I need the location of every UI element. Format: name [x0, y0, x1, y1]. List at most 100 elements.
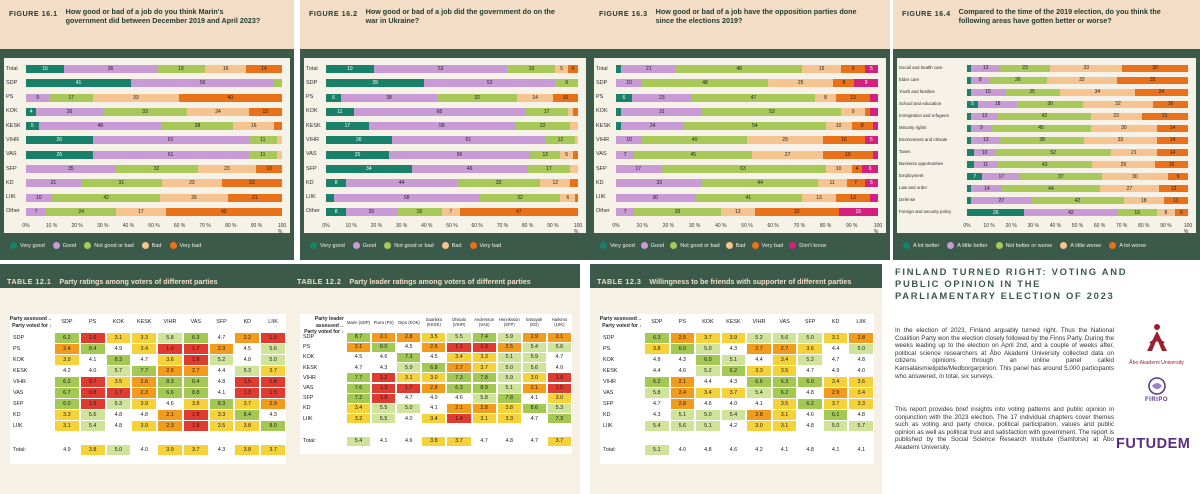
table-cell: 4.8 — [132, 409, 157, 420]
legend-item: Don't know — [789, 242, 826, 249]
bar-segment: 18 — [1117, 209, 1158, 217]
table-cell: 2.8 — [472, 403, 496, 414]
table-cell: 4.1 — [747, 398, 771, 409]
bar-segment: 25 — [326, 150, 389, 159]
legend-item: Not better or worse — [995, 242, 1053, 249]
legend-label: Good — [62, 242, 77, 249]
table-cell: 3.7 — [472, 363, 496, 373]
report-paragraph-2: This report provides brief insights into… — [895, 406, 1114, 451]
x-tick-label: 30 % — [1027, 223, 1039, 229]
table-cell: 4.4 — [747, 354, 771, 365]
bar-segment: 6 — [862, 165, 878, 174]
table-cell: 3.3 — [747, 365, 771, 376]
table-cell: 3.9 — [55, 354, 79, 365]
row-label: LIIK — [13, 422, 23, 429]
corner-line: Party voted for ↓ — [12, 322, 52, 329]
bar-segment: 39 — [326, 79, 425, 88]
bar-segment: 5 — [555, 65, 568, 74]
bar-segment: 8 — [833, 79, 855, 88]
table-cell: 5.0 — [497, 363, 521, 373]
bar-segment — [616, 65, 622, 74]
bar-segment: 40 — [642, 136, 747, 145]
table-header: TABLE 12.2 Party leader ratings among vot… — [290, 264, 580, 288]
bar-row: Minority rights 9 45 30 14 — [897, 122, 1196, 134]
report-title: FINLAND TURNED RIGHT: VOTING AND PUBLIC … — [895, 266, 1128, 301]
bar-segment: 12 — [545, 136, 576, 145]
bar-segment: 16 — [205, 65, 247, 74]
bar-row: VIHR 26 61 11 — [4, 133, 290, 147]
bar-row: Social and health care 13 23 33 30 — [897, 62, 1196, 74]
table-cell: 5.3 — [547, 403, 571, 414]
bar-row: SDP 39 52 9 — [304, 76, 586, 90]
legend-swatch — [995, 242, 1003, 249]
x-tick-label: 80 % — [1138, 223, 1150, 229]
table-cell: 3.1 — [823, 332, 848, 343]
legend-label: Not better or worse — [1005, 242, 1053, 249]
bar-segment: 40 — [178, 93, 282, 102]
table-cell: 4.8 — [209, 376, 234, 387]
x-tick-label: 20 % — [662, 223, 675, 229]
table-cell: 5.5 — [447, 332, 471, 342]
bar-plot-area: Total 19 53 19 5 4 SDP 39 52 9 PS 6 38 32 14 10 KOK 11 68 1… — [304, 58, 586, 235]
table-cell: 4.6 — [372, 352, 396, 363]
bar-category-label: VAS — [6, 151, 17, 158]
bar-segment: 12 — [530, 150, 561, 159]
bar-segment: 9 — [26, 93, 50, 102]
table-cell: 4.1 — [422, 403, 446, 414]
x-tick-label: 0% — [963, 223, 971, 229]
bar-segment: 9 — [841, 65, 865, 74]
row-label: VIHR — [303, 374, 316, 381]
row-label: KD — [13, 411, 21, 418]
x-tick-label: 70 % — [1115, 223, 1128, 229]
column-header: PS — [89, 319, 97, 325]
table-cell: 3.1 — [106, 332, 131, 343]
legend-swatch — [1060, 242, 1068, 249]
bar-segment: 63 — [660, 165, 826, 174]
legend-item: Bad — [141, 242, 162, 249]
bar-segment: 32 — [1046, 76, 1118, 84]
bar-segment: 7 — [26, 207, 47, 216]
bar-category-label: SFP — [596, 165, 607, 172]
table-cell: 3.1 — [397, 373, 421, 383]
x-tick-label: 50 % — [148, 223, 160, 229]
total-cell: 4.1 — [772, 444, 797, 455]
table-panel: TABLE 12.2 Party leader ratings among vot… — [290, 264, 580, 494]
bar-segment: 23 — [1090, 112, 1142, 120]
column-header: KD — [831, 319, 840, 325]
table-cell: 2.5 — [497, 342, 521, 352]
table-cell: 1.1 — [447, 342, 471, 352]
stacked-bar: 10 48 25 8 9 — [616, 79, 878, 88]
bar-segment: 56 — [130, 79, 275, 88]
stacked-bar: 7 17 37 30 9 — [967, 173, 1188, 181]
table-cell: 6.3 — [447, 383, 471, 393]
legend-label: Don't know — [799, 242, 827, 249]
bar-plot-area: Total 21 48 15 9 5 SDP 10 48 25 8 9 PS 6 23 47 8 13 KOK 31 5… — [594, 58, 886, 235]
bar-segment — [967, 88, 972, 96]
legend-label: Good — [362, 242, 377, 249]
column-header: KOK — [702, 319, 714, 325]
table-cell: 6.0 — [55, 398, 79, 409]
figure-header: FIGURE 16.4 Compared to the time of the 2… — [893, 0, 1200, 49]
bar-segment: 33 — [634, 207, 721, 216]
table-cell: 4.7 — [547, 352, 571, 363]
table-cell: 2.6 — [158, 365, 182, 376]
table-cell: 2.5 — [670, 332, 695, 343]
table-cell: 4.5 — [347, 352, 371, 363]
table-cell: 3.0 — [422, 373, 446, 383]
bar-segment: 8 — [326, 207, 347, 216]
table-cell: 7.8 — [472, 373, 496, 383]
bar-segment — [967, 185, 972, 193]
table-cell: 2.1 — [547, 332, 571, 342]
table-cell: 1.7 — [397, 383, 421, 393]
total-cell: 4.8 — [696, 444, 720, 455]
table-cell: 2.1 — [670, 376, 695, 387]
table-cell: 4.8 — [798, 387, 822, 398]
x-tick-label: 60 % — [471, 223, 483, 229]
bar-segment: 11 — [326, 107, 354, 116]
table-cell: 5.0 — [397, 403, 421, 414]
table-cell: 2.8 — [422, 383, 446, 393]
bar-category-label: Foreign and security policy — [899, 209, 952, 215]
table-cell: 4.5 — [235, 343, 260, 354]
table-cell: 2.9 — [261, 398, 285, 409]
table-cell: 7.6 — [347, 383, 371, 393]
